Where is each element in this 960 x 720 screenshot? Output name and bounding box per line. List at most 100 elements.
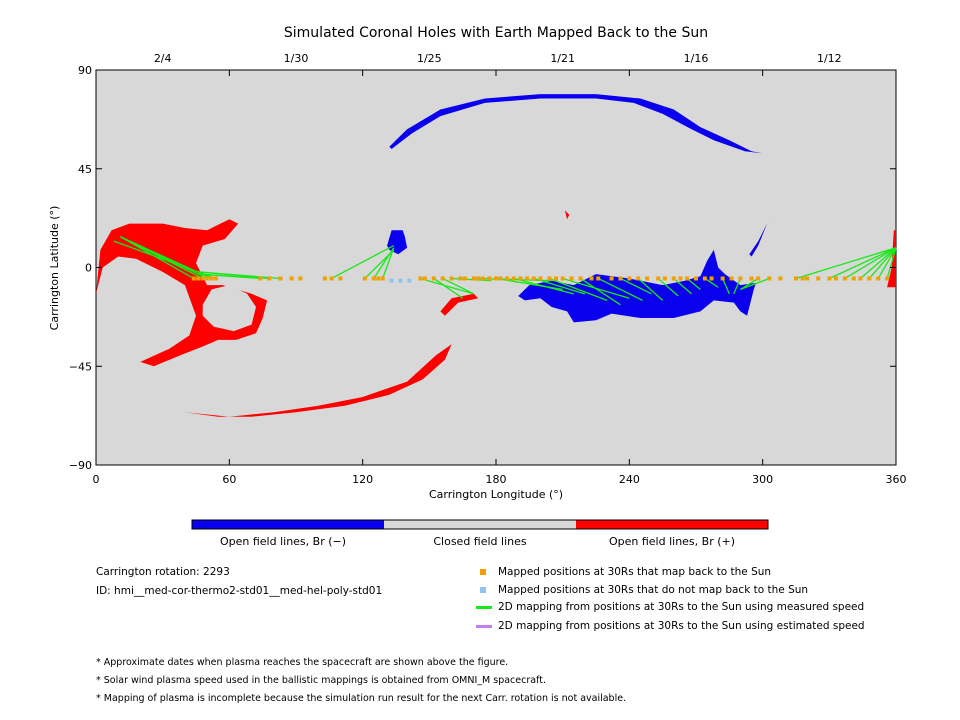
date-tick-label-1: 1/30 xyxy=(284,52,309,65)
x-tick-label-2: 120 xyxy=(352,473,373,486)
mapped-point-23 xyxy=(458,276,463,281)
mapped-point-19 xyxy=(422,276,427,281)
mapped-point-28 xyxy=(487,276,492,281)
y-tick-label-1: 45 xyxy=(78,163,92,176)
mapped-point-70 xyxy=(842,276,847,281)
colorbar: Open field lines, Br (−) Closed field li… xyxy=(191,519,769,548)
mapping-line-measured-30 xyxy=(722,278,730,295)
mapped-point-62 xyxy=(767,276,772,281)
mapping-line-measured-36 xyxy=(844,247,897,280)
mapping-line-measured-32 xyxy=(740,277,759,290)
mapped-point-34 xyxy=(525,276,530,281)
mapping-line-measured-14 xyxy=(442,277,475,295)
mapping-line-measured-20 xyxy=(549,277,608,302)
mapped-point-29 xyxy=(494,276,498,281)
mapping-line-measured-31 xyxy=(733,278,742,295)
mapped-point-45 xyxy=(618,276,623,281)
mapped-point-3 xyxy=(205,276,210,281)
note-speed: * Solar wind plasma speed used in the ba… xyxy=(96,675,546,686)
mapping-line-measured-29 xyxy=(704,277,719,288)
mapped-point-48 xyxy=(645,276,650,281)
closed-region-ring-interior xyxy=(202,285,256,332)
mapped-point-54 xyxy=(694,276,698,281)
x-tick-label-5: 300 xyxy=(752,473,773,486)
mapped-point-43 xyxy=(596,276,601,281)
mapped-point-32 xyxy=(511,276,516,281)
mapping-line-measured-38 xyxy=(868,247,897,279)
mapped-point-52 xyxy=(678,276,683,281)
mapped-point-5 xyxy=(214,276,218,281)
date-tick-label-3: 1/21 xyxy=(550,52,575,65)
note-incomplete: * Mapping of plasma is incomplete becaus… xyxy=(96,693,627,704)
colorbar-positive xyxy=(576,520,768,529)
mapped-point-68 xyxy=(827,276,832,281)
mapped-point-51 xyxy=(671,276,676,281)
date-tick-label-2: 1/25 xyxy=(417,52,442,65)
mapped-point-61 xyxy=(756,276,761,281)
x-axis-label: Carrington Longitude (°) xyxy=(429,488,563,501)
legend-line-estimated xyxy=(476,625,492,628)
mapped-point-22 xyxy=(449,276,454,281)
mapped-point-37 xyxy=(547,276,552,281)
mapping-line-measured-28 xyxy=(686,277,701,290)
mapped-point-10 xyxy=(298,276,303,281)
mapped-point-55 xyxy=(702,276,707,281)
colorbar-label-negative: Open field lines, Br (−) xyxy=(220,535,346,548)
x-tick-label-4: 240 xyxy=(619,473,640,486)
mapped-point-71 xyxy=(851,276,856,281)
mapped-point-73 xyxy=(867,276,872,281)
legend-label-mapped: Mapped positions at 30Rs that map back t… xyxy=(498,566,772,578)
coronal-hole-positive-small-arc-160 xyxy=(440,293,479,316)
mapped-point-1 xyxy=(196,276,201,281)
mapped-point-6 xyxy=(258,276,263,281)
mapped-point-20 xyxy=(431,276,436,281)
mapped-points-layer xyxy=(191,276,890,283)
mapping-line-measured-25 xyxy=(637,277,664,301)
mapped-point-49 xyxy=(656,276,661,281)
chart-title: Simulated Coronal Holes with Earth Mappe… xyxy=(284,25,708,41)
coronal-hole-negative-north-polar-arc xyxy=(389,94,763,154)
mapping-line-measured-22 xyxy=(580,277,621,306)
coronal-hole-negative-arc-300 xyxy=(749,210,774,257)
x-tick-label-3: 180 xyxy=(486,473,507,486)
mapped-point-30 xyxy=(498,276,503,281)
legend-label-estimated: 2D mapping from positions at 30Rs to the… xyxy=(498,620,865,632)
mapped-point-64 xyxy=(794,276,798,281)
unmapped-point-0 xyxy=(389,278,394,283)
mapped-point-24 xyxy=(462,276,467,281)
mapping-line-measured-27 xyxy=(673,277,692,295)
legend-square-unmapped xyxy=(480,587,486,593)
mapped-point-18 xyxy=(418,276,423,281)
mapped-point-7 xyxy=(267,276,272,281)
note-dates: * Approximate dates when plasma reaches … xyxy=(96,657,509,668)
mapping-line-measured-8 xyxy=(331,244,395,280)
mapped-point-36 xyxy=(538,276,543,281)
mapped-point-75 xyxy=(885,276,890,281)
mapped-point-8 xyxy=(278,276,283,281)
coronal-hole-positive-large-west-region xyxy=(96,219,268,367)
coronal-hole-positive-tiny-210 xyxy=(564,210,570,220)
mapping-line-measured-15 xyxy=(451,277,492,282)
mapping-line-measured-33 xyxy=(740,277,770,291)
mapping-line-measured-12 xyxy=(420,277,474,295)
x-tick-label-0: 0 xyxy=(93,473,100,486)
mapped-point-13 xyxy=(338,276,343,281)
mapped-point-38 xyxy=(554,276,558,281)
mapped-point-0 xyxy=(191,276,196,281)
mapped-point-46 xyxy=(627,276,632,281)
y-axis-label: Carrington Latitude (°) xyxy=(48,206,61,331)
mapped-point-72 xyxy=(858,276,863,281)
legend-label-unmapped: Mapped positions at 30Rs that do not map… xyxy=(498,584,809,596)
y-tick-label-2: 0 xyxy=(85,262,92,275)
mapping-line-measured-40 xyxy=(886,247,897,279)
mapping-line-measured-7 xyxy=(198,271,281,280)
mapping-line-measured-18 xyxy=(513,277,574,295)
mapped-point-42 xyxy=(589,276,594,281)
mapped-point-69 xyxy=(834,276,838,281)
mapped-point-53 xyxy=(685,276,690,281)
mapped-point-9 xyxy=(289,276,294,281)
mapping-line-measured-10 xyxy=(373,247,395,279)
plot-area xyxy=(95,69,897,466)
x-tick-label-6: 360 xyxy=(886,473,907,486)
